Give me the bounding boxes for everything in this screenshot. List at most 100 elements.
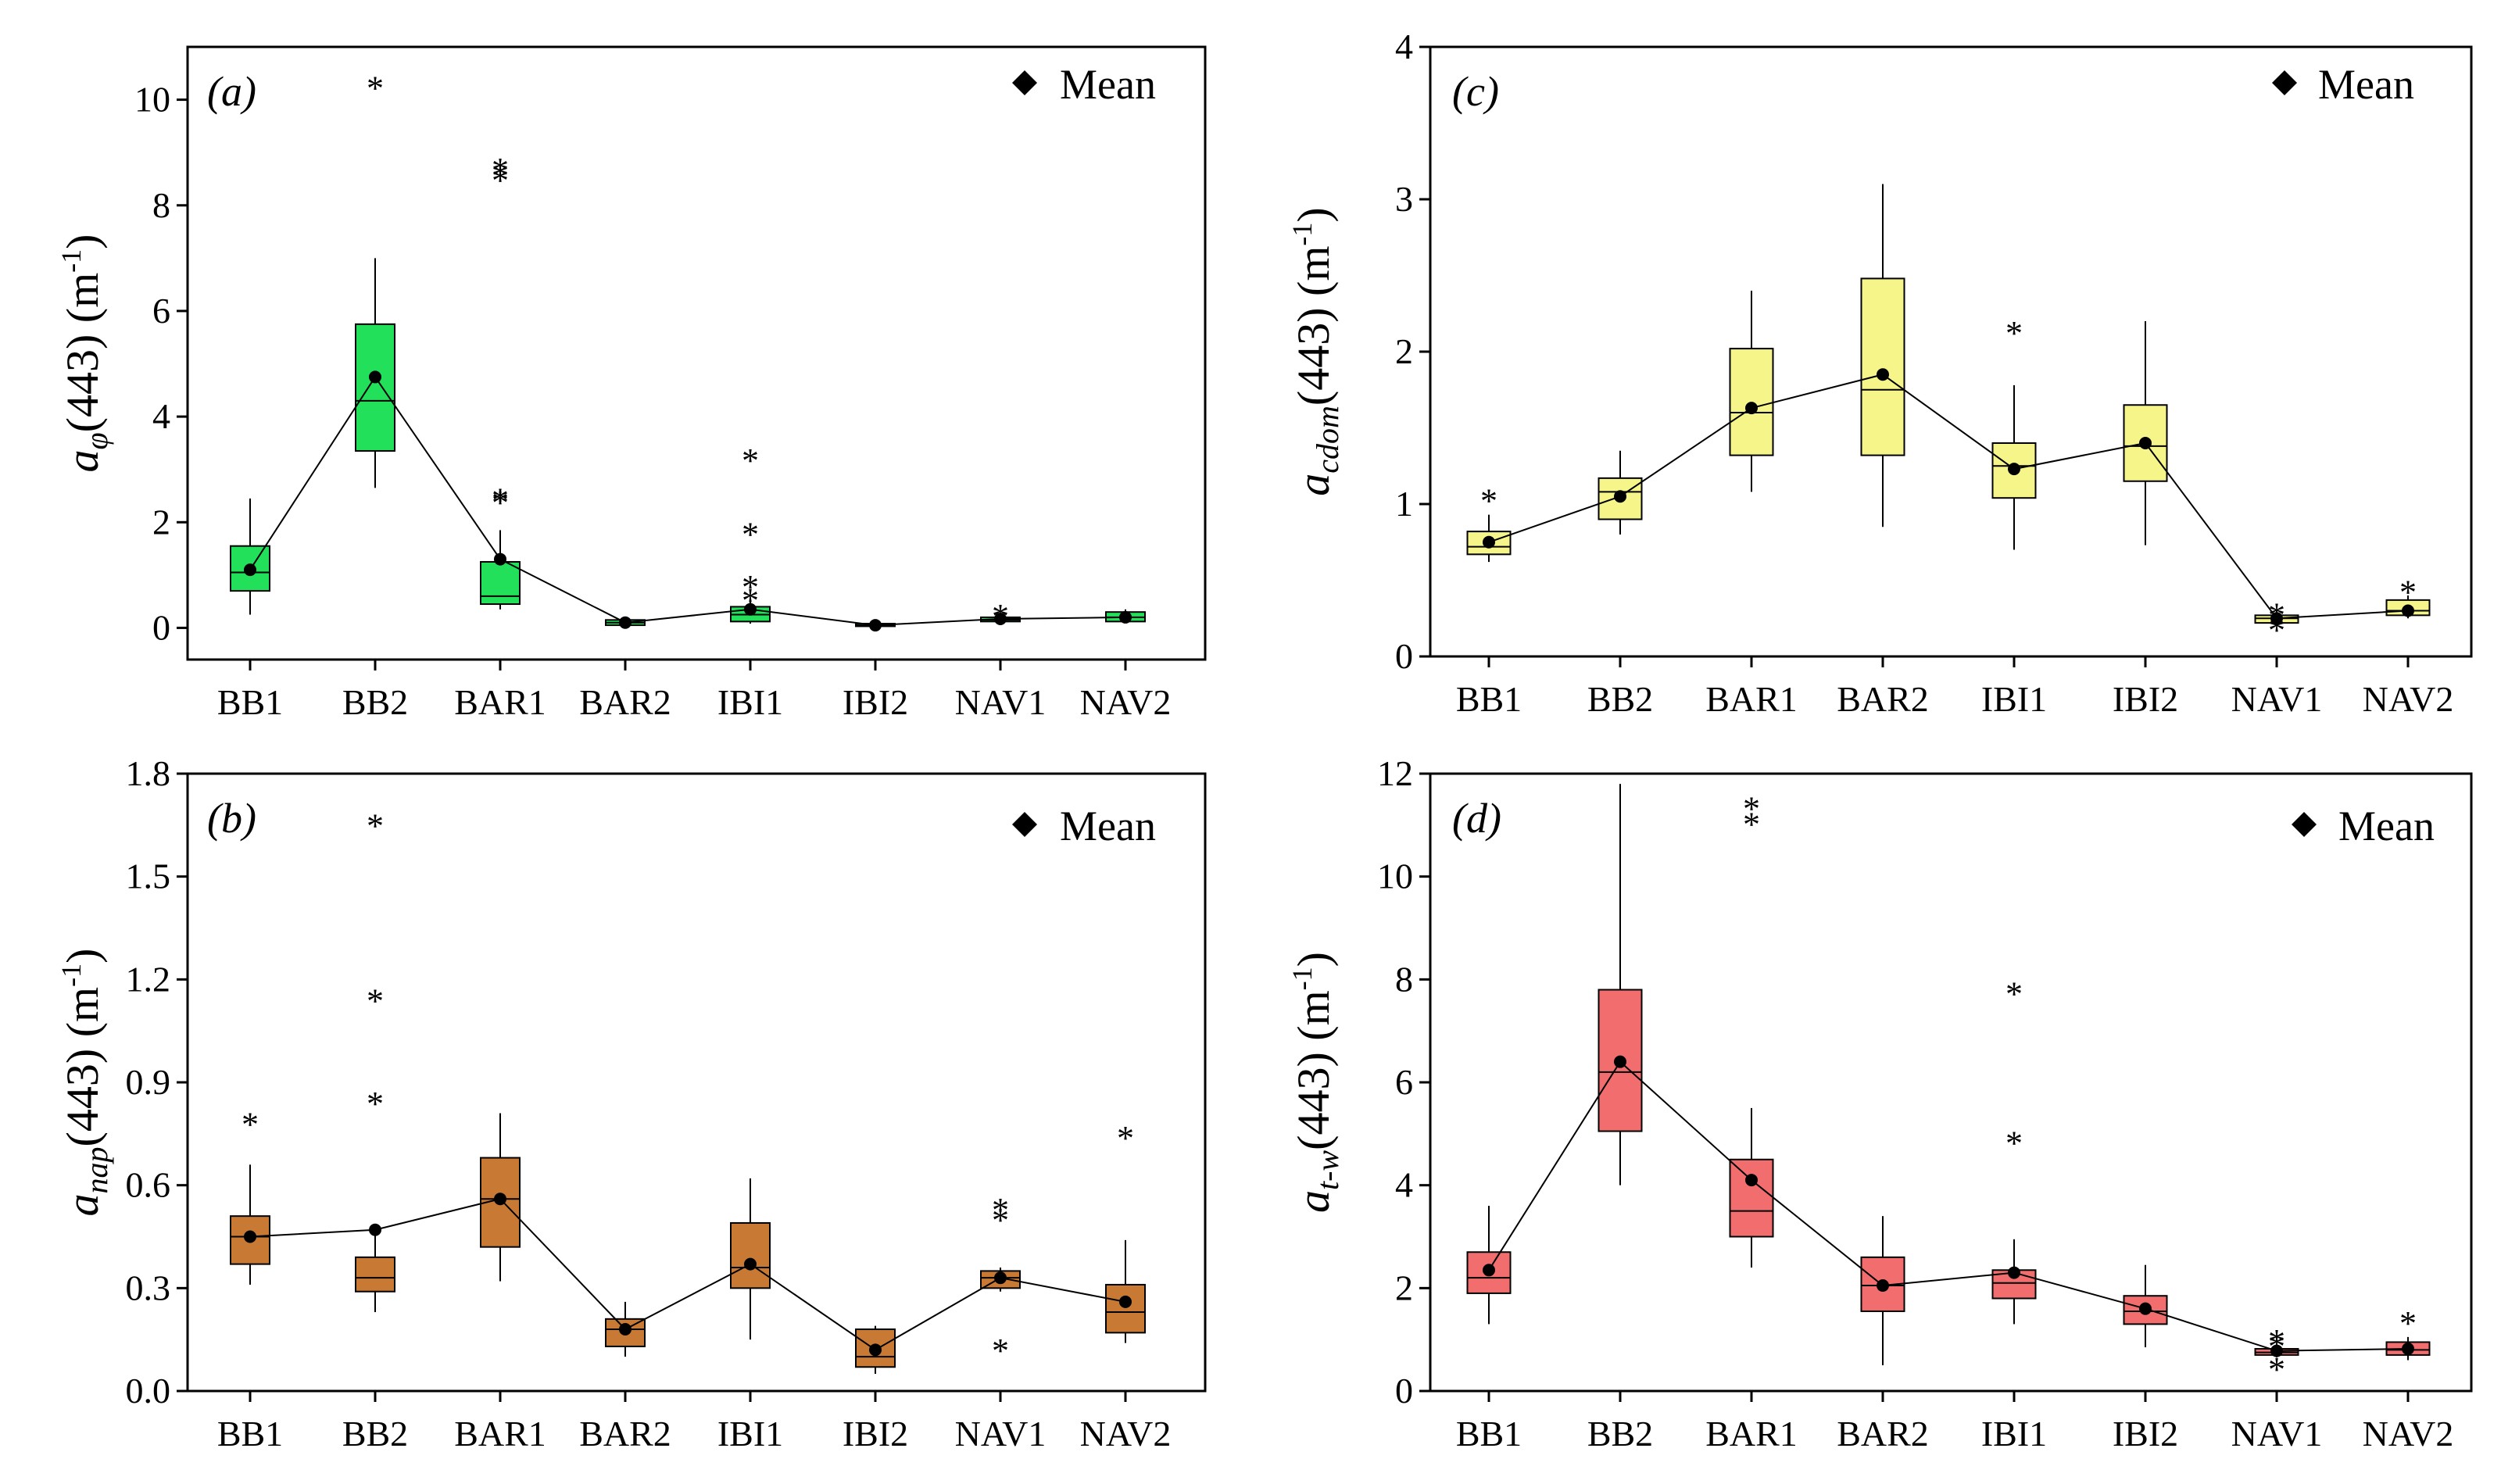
- legend-label: Mean: [1060, 803, 1156, 849]
- outlier-marker: *: [992, 1191, 1009, 1229]
- mean-point: [2139, 1302, 2152, 1315]
- mean-line: [249, 375, 1126, 627]
- x-ticks: BB1 BB2 BAR1 BAR2 IBI1 IBI2 NAV1 NAV2: [1456, 1391, 2454, 1454]
- y-tick-label: 1: [1395, 484, 1413, 524]
- outlier-marker: *: [492, 484, 509, 522]
- mean-point: [2139, 437, 2152, 449]
- y-ticks: 0.0 0.3 0.6 0.9 1.2 1.5 1.8: [126, 753, 188, 1411]
- mean-point: [2402, 604, 2414, 617]
- outlier-marker: *: [492, 481, 509, 519]
- x-tick-label: BB1: [1456, 679, 1522, 719]
- y-tick-label: 0.0: [126, 1371, 171, 1411]
- outlier-marker: *: [367, 69, 384, 107]
- mean-line: [1488, 374, 2409, 620]
- mean-point: [744, 1257, 757, 1271]
- mean-point: [1614, 490, 1626, 503]
- x-tick-label: BAR1: [454, 1414, 546, 1454]
- y-tick-label: 0.9: [126, 1062, 171, 1102]
- mean-point: [2008, 463, 2020, 476]
- y-axis-label: acdom(443) (m-1): [1286, 207, 1345, 496]
- outlier-marker: *: [2399, 573, 2417, 611]
- x-tick-label: NAV2: [1080, 1414, 1172, 1454]
- mean-point: [1614, 1055, 1626, 1068]
- mean-point: [1877, 368, 1889, 381]
- x-tick-label: BAR1: [454, 682, 546, 722]
- mean-point: [2270, 1344, 2283, 1357]
- y-tick-label: 2: [1395, 331, 1413, 371]
- outlier-marker: *: [367, 982, 384, 1020]
- outlier-marker: *: [742, 568, 759, 606]
- y-axis-label: anap(443) (m-1): [55, 949, 114, 1217]
- outlier-marker: *: [2005, 1124, 2023, 1162]
- y-tick-label: 12: [1377, 753, 1413, 793]
- mean-point: [1745, 402, 1758, 415]
- panel-c: (c) Mean acdom(443) (m-1) 0 1 2 3 4 BB1 BB2 BA…: [1286, 27, 2473, 719]
- y-tick-label: 6: [1395, 1062, 1413, 1102]
- x-tick-label: BAR2: [579, 1414, 671, 1454]
- x-tick-label: IBI2: [843, 1414, 908, 1454]
- x-tick-label: IBI2: [2113, 1414, 2178, 1454]
- box-BB2: [355, 1256, 395, 1293]
- x-tick-label: NAV2: [2363, 679, 2454, 719]
- y-tick-label: 2: [1395, 1268, 1413, 1307]
- x-ticks: BB1 BB2 BAR1 BAR2 IBI1 IBI2 NAV1 NAV2: [1456, 656, 2454, 719]
- y-tick-label: 0: [1395, 1371, 1413, 1411]
- y-tick-label: 4: [1395, 1165, 1413, 1205]
- outlier-marker: *: [1480, 481, 1497, 520]
- x-tick-label: BAR2: [1837, 1414, 1929, 1454]
- x-tick-label: NAV1: [2231, 679, 2323, 719]
- mean-point: [1745, 1174, 1758, 1187]
- mean-point: [1877, 1279, 1889, 1293]
- mean-point: [1483, 535, 1495, 549]
- outlier-marker: *: [992, 1201, 1009, 1239]
- panel-label: (a): [207, 68, 256, 115]
- panel-b: (b) Mean anap(443) (m-1) 0.0 0.3 0.6 0.9 1.2…: [55, 753, 1207, 1454]
- panel-label: (c): [1452, 68, 1499, 115]
- y-tick-label: 4: [1395, 27, 1413, 66]
- x-tick-label: IBI1: [717, 1414, 783, 1454]
- x-tick-label: BB1: [217, 1414, 283, 1454]
- x-tick-label: BB2: [1587, 679, 1653, 719]
- box-IBI1: [730, 1221, 771, 1289]
- y-tick-label: 0.6: [126, 1165, 171, 1205]
- mean-point: [869, 1343, 882, 1357]
- outlier-marker: *: [992, 1332, 1009, 1370]
- y-tick-label: 4: [152, 396, 170, 436]
- outlier-marker: *: [1743, 805, 1760, 843]
- y-tick-label: 1.2: [126, 959, 171, 999]
- x-tick-label: NAV1: [955, 1414, 1047, 1454]
- outlier-marker: *: [492, 156, 509, 195]
- boxes: ********: [1466, 784, 2431, 1389]
- x-tick-label: BB2: [1587, 1414, 1653, 1454]
- x-tick-label: BB1: [1456, 1414, 1522, 1454]
- x-tick-label: NAV1: [2231, 1414, 2323, 1454]
- outlier-marker: *: [2005, 314, 2023, 352]
- box-BAR2: [1860, 277, 1905, 456]
- x-tick-label: BAR1: [1705, 679, 1798, 719]
- outlier-marker: *: [367, 1085, 384, 1123]
- outlier-marker: *: [2399, 1304, 2417, 1343]
- mean-point: [2008, 1266, 2020, 1279]
- boxes: *****: [1466, 184, 2431, 649]
- mean-point: [244, 563, 256, 577]
- legend-diamond-icon: [2292, 812, 2317, 837]
- x-ticks: BB1 BB2 BAR1 BAR2 IBI1 IBI2 NAV1 NAV2: [217, 660, 1172, 722]
- y-tick-label: 10: [1377, 856, 1413, 896]
- outlier-marker: *: [242, 1105, 259, 1143]
- mean-point: [1483, 1264, 1495, 1277]
- y-ticks: 0 1 2 3 4: [1395, 27, 1430, 676]
- y-axis-label: at-w(443) (m-1): [1286, 952, 1345, 1213]
- outlier-marker: *: [742, 515, 759, 553]
- mean-point: [1119, 1295, 1132, 1308]
- box-BAR1: [1729, 1158, 1774, 1238]
- x-tick-label: NAV2: [1080, 682, 1172, 722]
- plot-frame: [1429, 772, 2473, 1393]
- mean-point: [494, 1193, 506, 1206]
- mean-point: [619, 616, 632, 629]
- legend-diamond-icon: [1012, 70, 1037, 95]
- boxes: ********: [230, 806, 1146, 1375]
- x-tick-label: IBI1: [1981, 1414, 2047, 1454]
- x-tick-label: NAV2: [2363, 1414, 2454, 1454]
- mean-point: [994, 612, 1007, 625]
